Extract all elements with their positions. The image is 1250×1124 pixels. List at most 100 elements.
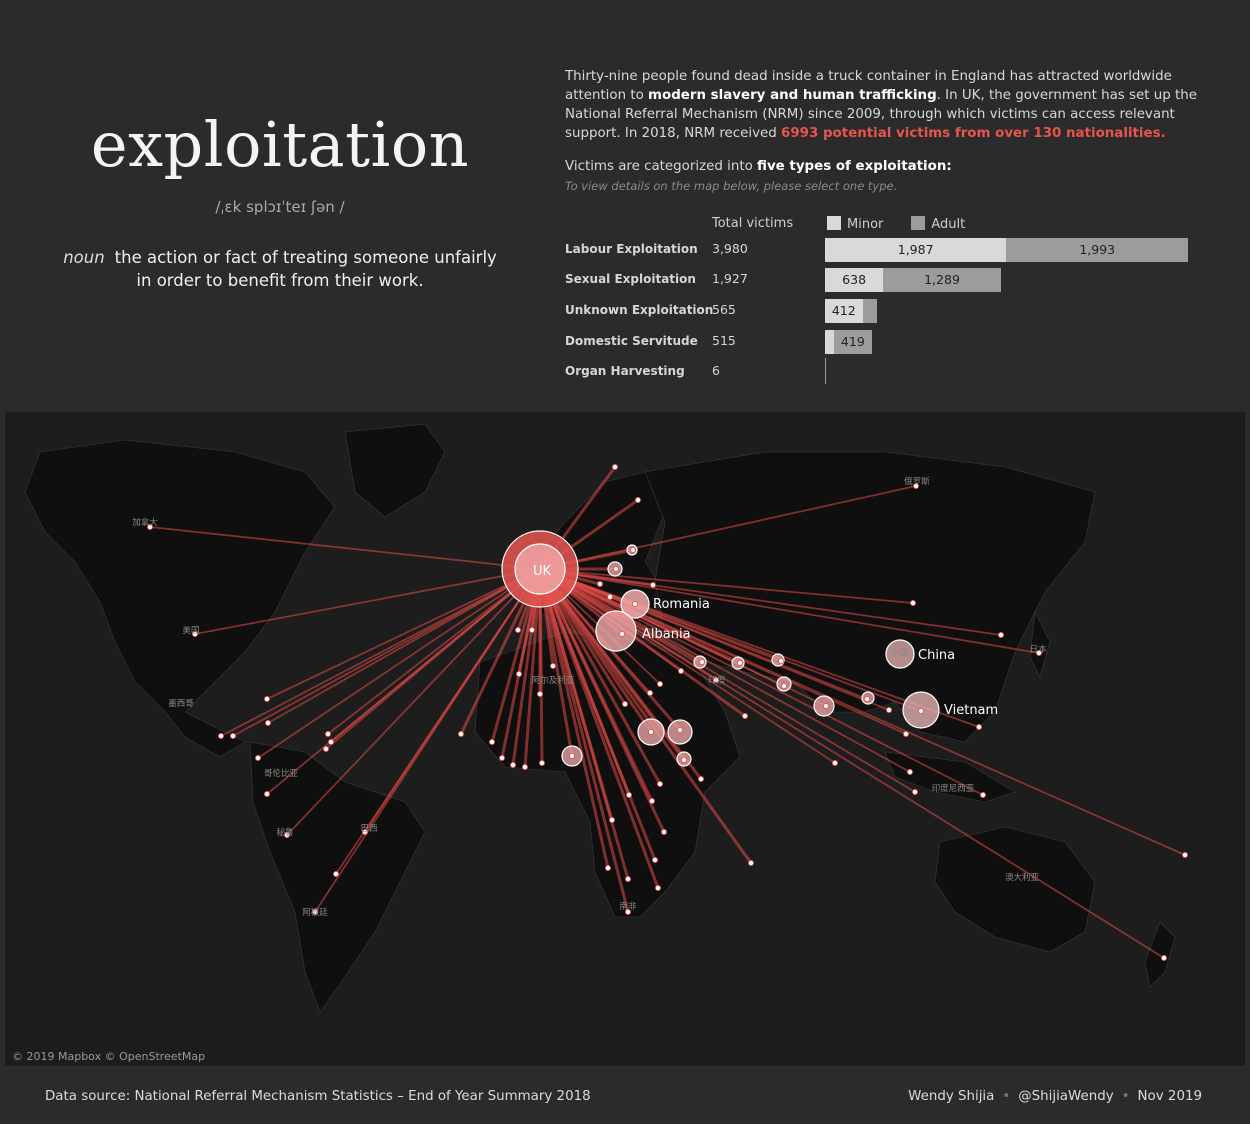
flow-line [539, 568, 1002, 636]
bar-adult[interactable]: 1,993 [1006, 238, 1189, 262]
place-label: 巴西 [360, 824, 377, 834]
legend-minor[interactable]: Minor [827, 216, 883, 232]
origin-dot [550, 662, 557, 669]
origin-dot [823, 702, 830, 709]
origin-dot [327, 738, 334, 745]
category-bars: 419 [825, 330, 1205, 354]
category-row[interactable]: Sexual Exploitation 1,927 638 1,289 [565, 268, 1205, 292]
flow-line [538, 568, 666, 833]
country-label: Albania [642, 627, 691, 642]
origin-dot [625, 908, 632, 915]
categories-note: To view details on the map below, please… [565, 179, 898, 193]
origin-dot [191, 630, 198, 637]
country-label: UK [533, 564, 552, 579]
twitter-handle[interactable]: @ShijiaWendy [1018, 1089, 1114, 1104]
flow-line [194, 568, 541, 635]
origin-dot [498, 754, 505, 761]
flow-line [149, 526, 541, 570]
origin-dot [647, 689, 654, 696]
origin-dot [146, 524, 153, 531]
origin-dot [657, 780, 664, 787]
origin-dot [903, 730, 910, 737]
place-label: 中国 [891, 647, 908, 658]
bar-minor[interactable] [825, 330, 834, 354]
flow-line [257, 568, 541, 759]
place-label: 澳大利亚 [1005, 872, 1040, 883]
origin-dot [699, 658, 706, 665]
bar-minor[interactable]: 1,987 [825, 238, 1007, 262]
origin-dot [661, 828, 668, 835]
country-label: China [918, 648, 955, 663]
categories-heading: Victims are categorized into five types … [565, 159, 952, 174]
intro-paragraph: Thirty-nine people found dead inside a t… [565, 69, 1197, 141]
legend-adult[interactable]: Adult [911, 216, 965, 232]
category-row[interactable]: Domestic Servitude 515 419 [565, 330, 1205, 354]
origin-dot [886, 706, 893, 713]
origin-dot [605, 864, 612, 871]
origin-dot [607, 593, 614, 600]
origin-dot [613, 565, 620, 572]
country-label: Vietnam [944, 703, 998, 718]
land-asia [644, 451, 1096, 743]
origin-dot [655, 884, 662, 891]
category-bars: 638 1,289 [825, 268, 1205, 292]
origin-dot [263, 790, 270, 797]
category-total: 515 [712, 333, 736, 348]
flow-line [539, 568, 1040, 654]
category-bars [825, 360, 1205, 384]
origin-dot [514, 626, 521, 633]
flow-line [539, 568, 911, 773]
origin-dot [361, 828, 368, 835]
author: Wendy Shijia [908, 1089, 995, 1104]
origin-bubble [514, 543, 566, 595]
bar-adult[interactable]: 1,289 [883, 268, 1001, 292]
category-row[interactable]: Labour Exploitation 3,980 1,987 1,993 [565, 238, 1205, 262]
category-total: 1,927 [712, 271, 748, 286]
definition-line-1: the action or fact of treating someone u… [114, 248, 497, 267]
origin-dot [324, 730, 331, 737]
origin-dot [1161, 955, 1168, 962]
place-label: 南非 [619, 901, 637, 912]
part-of-speech: noun [63, 248, 105, 267]
definition: noun the action or fact of treating someo… [40, 246, 520, 292]
country-labels: UK Romania Albania China Vietnam [533, 564, 998, 718]
place-label: 俄罗斯 [904, 476, 930, 487]
category-label: Domestic Servitude [565, 334, 698, 348]
origin-dot [254, 754, 261, 761]
bar-legend: Minor Adult [827, 216, 965, 232]
origin-dot [283, 831, 290, 838]
bar-adult[interactable]: 419 [833, 330, 872, 354]
flow-line [539, 568, 914, 604]
category-row[interactable]: Organ Harvesting 6 [565, 358, 1205, 384]
origin-bubbles [501, 530, 940, 767]
bar-minor[interactable]: 412 [825, 299, 863, 323]
exploitation-table: Total victims Minor Adult Labour Exploit… [565, 212, 1205, 392]
flow-line [327, 568, 541, 735]
category-bars: 412 [825, 299, 1205, 323]
origin-dot [632, 600, 639, 607]
land-australia [934, 826, 1096, 953]
origin-dot [681, 756, 688, 763]
origin-dot [713, 676, 720, 683]
intro-highlight: 6993 potential victims from over 130 nat… [781, 126, 1161, 141]
category-label: Organ Harvesting [565, 364, 685, 378]
origin-dot [677, 726, 684, 733]
category-label: Unknown Exploitation [565, 303, 714, 317]
bar-minor[interactable]: 638 [825, 268, 884, 292]
category-row[interactable]: Unknown Exploitation 565 412 [565, 299, 1205, 323]
world-flow-map[interactable]: 俄罗斯 加拿大 美国 墨西哥 中国 日本 印度 阿尔及利亚 哥伦比亚 秘鲁 巴西 阿根廷 南非 印度尼西亚… [5, 412, 1245, 1066]
origin-dot [597, 580, 604, 587]
category-total: 565 [712, 302, 736, 317]
place-label: 墨西哥 [168, 699, 194, 709]
origin-dot [263, 695, 270, 702]
origin-dot [918, 707, 925, 714]
flow-line [539, 568, 984, 796]
bar-adult[interactable] [862, 299, 877, 323]
origin-dot [864, 695, 871, 702]
origin-bubble [885, 639, 915, 669]
map-attribution: © 2019 Mapbox © OpenStreetMap [12, 1050, 206, 1063]
flow-line [286, 568, 541, 836]
origin-dot [649, 797, 656, 804]
